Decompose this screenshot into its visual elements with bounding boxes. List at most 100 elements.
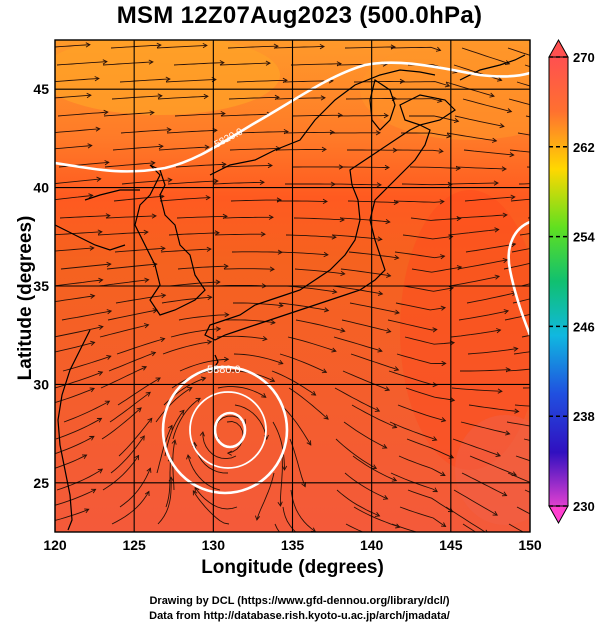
streamline [101,407,142,440]
streamline-arrowhead [144,277,150,283]
streamline-arrowhead [106,309,113,315]
streamline-arrowhead [319,43,325,50]
streamline-arrowhead [337,112,343,118]
streamline-arrowhead [199,431,205,437]
x-axis-label: Longitude (degrees) [201,557,384,578]
streamline-arrowhead [106,354,112,360]
streamline-arrowhead [167,177,173,183]
streamline [510,198,530,202]
streamline [175,163,226,168]
streamline [156,44,207,49]
streamline [518,183,530,185]
streamline [229,148,281,151]
streamline-arrowhead [260,231,266,237]
streamline [465,243,516,253]
streamline-arrowhead [573,166,577,170]
streamline-arrowhead [384,386,391,392]
streamline [236,79,288,83]
streamline [280,404,312,446]
streamline-arrowhead [321,368,328,374]
x-tick-label: 150 [518,537,542,553]
streamline-arrowhead [485,529,488,532]
streamline [519,233,530,236]
streamline [57,111,108,117]
cold-patch-northeast [360,40,530,140]
streamline [513,351,530,355]
streamline [445,506,487,532]
streamline [63,400,110,423]
streamline-arrowhead [104,160,110,166]
streamline-arrowhead [96,417,103,423]
streamline [61,310,112,321]
streamline-arrowhead [382,443,388,449]
streamline [340,268,391,277]
streamline-arrowhead [374,407,381,412]
streamline [335,438,377,469]
streamline [406,438,454,459]
streamline-arrowhead [309,540,314,544]
streamline [60,263,111,270]
streamline-arrowhead [136,407,142,413]
streamline [55,128,100,134]
y-tick-labels: 25 30 35 40 45 [33,81,49,491]
streamline [220,113,272,117]
streamline [274,97,326,100]
streamline [333,336,383,352]
streamline-arrowhead [186,454,192,460]
streamline [352,455,397,482]
streamline-arrowhead [89,387,95,393]
streamline [287,336,337,352]
streamline [256,472,275,521]
streamline-arrowhead [179,409,185,415]
streamline [55,295,95,303]
streamline-arrowhead [386,272,392,278]
streamline [332,285,383,295]
streamline-arrowhead [187,387,193,392]
streamline-arrowhead [96,176,102,182]
streamline-arrowhead [306,440,312,446]
streamline-arrowhead [88,193,94,199]
streamline [177,265,228,270]
streamline-arrowhead [377,347,383,353]
streamline-arrowhead [156,42,162,48]
streamline-arrowhead [219,60,225,66]
streamline-arrowhead [220,110,226,117]
streamline [461,47,510,65]
streamline [409,166,461,169]
streamline [394,251,445,259]
colorbar-ticks: 270 262 254 246 238 230 [549,50,595,514]
streamline-arrowhead [438,148,444,154]
streamline [460,421,510,435]
streamline [461,472,507,497]
streamline [290,63,342,66]
streamline-arrowhead [573,211,577,215]
streamline [237,131,289,134]
streamline [158,146,209,151]
contour-5820-line [55,61,530,173]
streamline [55,387,95,404]
streamline-arrowhead [494,274,501,280]
streamline [164,410,185,457]
streamline [221,165,273,168]
streamline-arrowhead [444,82,451,88]
streamline-arrowhead [205,195,211,201]
streamline-arrowhead [149,110,155,116]
streamline [59,215,110,219]
streamline-arrowhead [98,277,104,283]
streamline-arrowhead [202,42,208,49]
streamline-arrowhead [155,377,161,383]
contour-5880-east-line [507,220,530,336]
colorbar-tick-label: 230 [573,499,595,514]
streamline [446,132,497,142]
streamline [397,404,446,422]
streamline-arrowhead [440,417,447,423]
streamline [117,377,161,406]
streamline-arrowhead [322,198,328,204]
streamline-arrowhead [278,302,284,308]
streamline [410,217,461,221]
warm-band-east [400,190,530,470]
streamline [120,129,171,134]
streamline [351,404,397,428]
streamline [114,247,165,253]
